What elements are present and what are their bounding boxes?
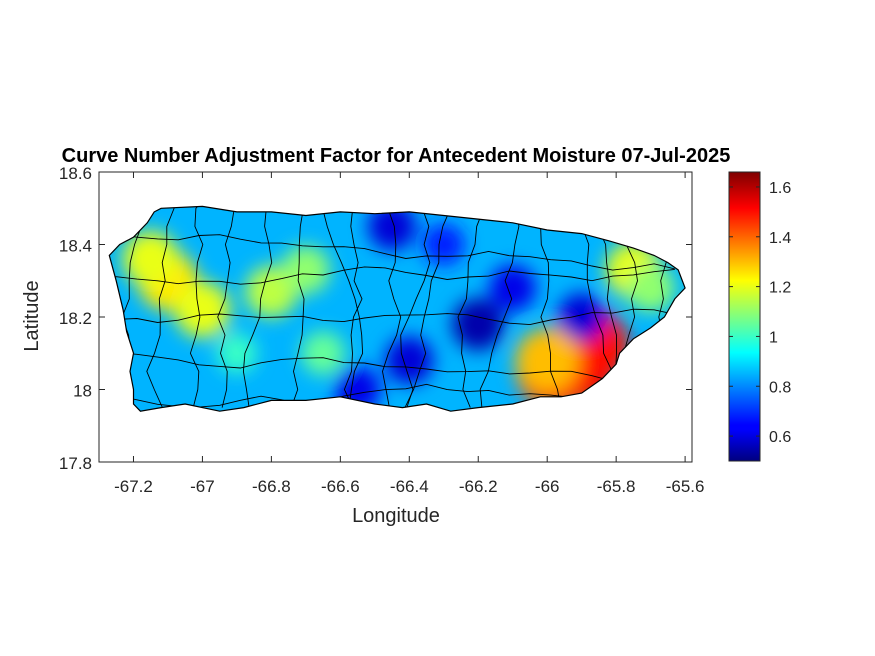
y-tick-label: 18: [73, 382, 92, 401]
heatmap-cell: [452, 298, 505, 351]
y-tick-label: 18.2: [59, 309, 92, 328]
x-tick-label: -65.8: [597, 477, 636, 496]
municipality-boundary: [400, 206, 431, 408]
colorbar-tick-label: 1.6: [769, 180, 791, 197]
x-tick-label: -67.2: [114, 477, 153, 496]
colorbar: 0.6 0.8 1 1.2 1.4 1.6: [728, 171, 791, 462]
municipality-boundary: [109, 233, 675, 271]
x-tick-label: -65.6: [666, 477, 705, 496]
heatmap-cell: [301, 331, 346, 376]
x-axis: -67.2 -67 -66.8 -66.6 -66.4 -66.2 -66 -65.8 -65.…: [114, 172, 704, 496]
colorbar-tick-label: 0.8: [769, 379, 791, 396]
municipality-boundary: [109, 352, 675, 388]
municipality-boundary: [189, 206, 204, 408]
plot-area: -67.2 -67 -66.8 -66.6 -66.4 -66.2 -66 -65.8 -65.…: [59, 164, 705, 496]
municipality-boundary: [242, 206, 273, 408]
heatmap-cell: [281, 245, 330, 294]
x-tick-label: -66.4: [390, 477, 429, 496]
y-axis: 17.8 18 18.2 18.4 18.6: [59, 164, 692, 473]
heatmap-layer: [109, 206, 686, 412]
heatmap-cell: [557, 293, 606, 341]
x-axis-label: Longitude: [352, 505, 440, 527]
chart-title: Curve Number Adjustment Factor for Antec…: [62, 145, 731, 167]
y-tick-label: 18.4: [59, 237, 92, 256]
heatmap-cell: [174, 281, 231, 338]
municipality-boundary: [404, 206, 452, 408]
x-tick-label: -66.2: [459, 477, 498, 496]
heatmap-blobs: [122, 206, 675, 412]
x-tick-label: -66.8: [252, 477, 291, 496]
y-axis-label: Latitude: [21, 280, 43, 351]
heatmap-cell: [368, 206, 417, 251]
colorbar-ticks: 0.6 0.8 1 1.2 1.4 1.6: [729, 180, 791, 446]
heatmap-cell: [216, 333, 257, 374]
municipality-boundaries: [109, 206, 677, 408]
colorbar-tick-label: 1: [769, 329, 778, 346]
municipality-boundary: [109, 308, 675, 326]
heatmap-cell: [489, 264, 536, 312]
x-tick-label: -66: [535, 477, 560, 496]
colorbar-tick-label: 1.2: [769, 280, 791, 297]
island-outline: [108, 205, 686, 412]
heatmap-cell: [423, 223, 465, 266]
municipality-boundary: [382, 206, 402, 408]
municipality-boundary: [217, 206, 235, 408]
heatmap-cell: [122, 231, 179, 287]
municipality-boundary: [290, 206, 305, 408]
colorbar-gradient: [728, 171, 761, 462]
municipality-boundary: [479, 206, 520, 408]
heatmap-cell: [385, 336, 434, 385]
y-tick-label: 17.8: [59, 454, 92, 473]
colorbar-tick-label: 0.6: [769, 429, 791, 446]
municipality-boundary: [322, 206, 364, 408]
x-tick-label: -67: [190, 477, 215, 496]
municipality-boundary: [146, 206, 175, 408]
heatmap-cell: [515, 328, 580, 393]
municipality-boundary: [109, 266, 675, 285]
x-tick-label: -66.6: [321, 477, 360, 496]
heatmap-cell: [626, 264, 675, 312]
municipality-boundary: [343, 206, 363, 408]
colorbar-tick-label: 1.4: [769, 230, 791, 247]
y-tick-label: 18.6: [59, 164, 92, 183]
